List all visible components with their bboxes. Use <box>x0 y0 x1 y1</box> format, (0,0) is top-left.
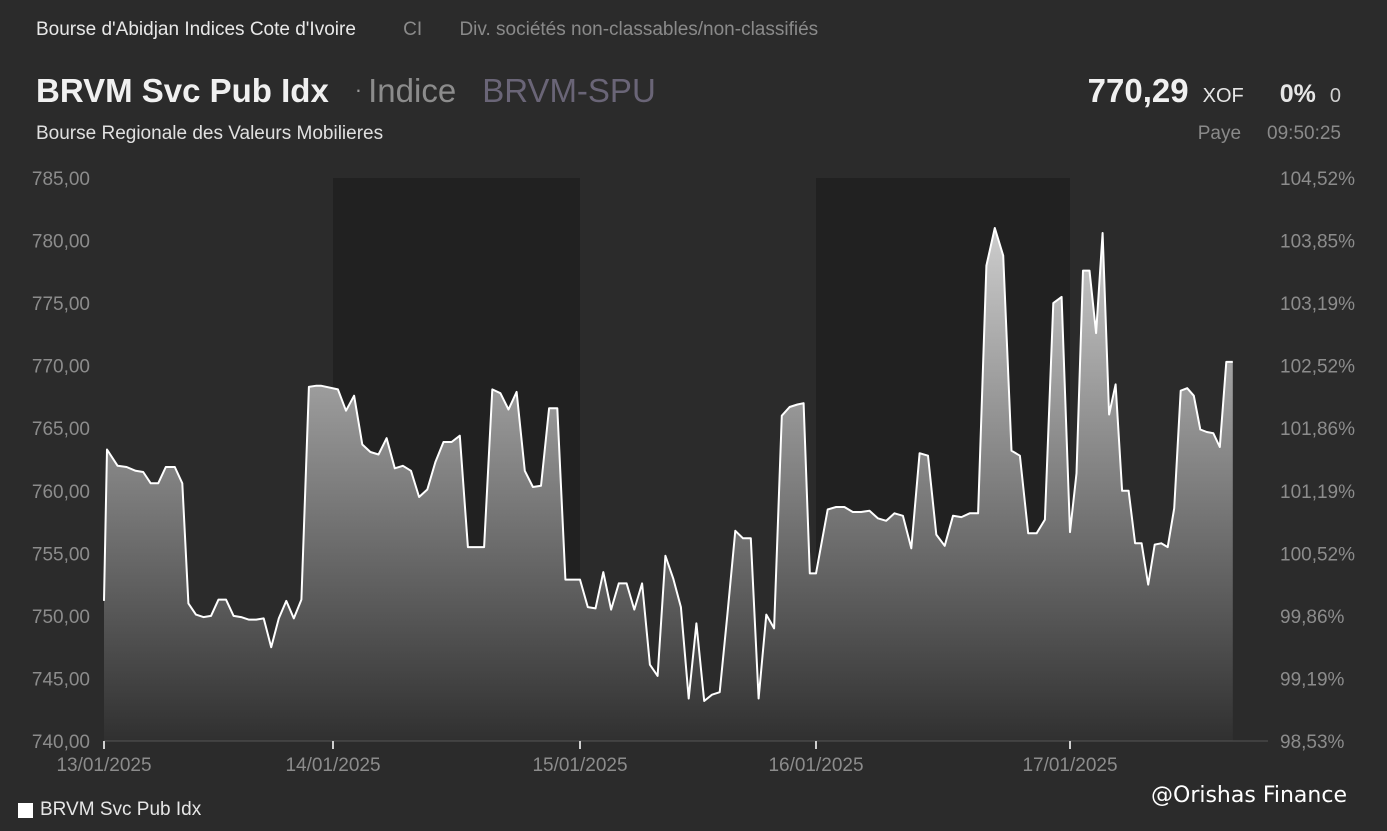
y-axis-left-labels: 785,00 780,00 775,00 770,00 765,00 760,00 755,… <box>32 169 90 753</box>
instrument-name: BRVM Svc Pub Idx <box>36 72 329 109</box>
legend-swatch <box>18 802 33 818</box>
y-tick-label: 765,00 <box>32 419 90 440</box>
y-tick-label: 770,00 <box>32 357 90 378</box>
y2-tick-label: 102,52% <box>1280 357 1355 378</box>
chart-legend[interactable]: BRVM Svc Pub Idx <box>18 799 201 821</box>
y-axis-right-labels: 104,52% 103,85% 103,19% 102,52% 101,86% 101,1… <box>1280 169 1355 753</box>
quote-status: Paye 09:50:25 <box>1198 123 1341 145</box>
legend-label: BRVM Svc Pub Idx <box>40 799 202 820</box>
y-tick-label: 775,00 <box>32 294 90 315</box>
y2-tick-label: 103,85% <box>1280 232 1355 253</box>
x-tick-label: 15/01/2025 <box>532 755 627 776</box>
y-tick-label: 750,00 <box>32 607 90 628</box>
title-separator: · <box>354 77 363 102</box>
y2-tick-label: 104,52% <box>1280 169 1355 190</box>
last-price: 770,29 <box>1087 72 1189 109</box>
quote-time: 09:50:25 <box>1267 123 1341 144</box>
x-tick-label: 13/01/2025 <box>56 755 151 776</box>
y-tick-label: 745,00 <box>32 669 90 690</box>
y2-tick-label: 99,19% <box>1280 669 1345 690</box>
x-tick-label: 16/01/2025 <box>768 755 863 776</box>
change-absolute: 0 <box>1329 85 1341 107</box>
market-status: Paye <box>1197 123 1242 144</box>
series-line-layer <box>103 227 1233 702</box>
y2-tick-label: 101,86% <box>1280 419 1355 440</box>
sector-name: Div. sociétés non-classables/non-classif… <box>459 19 819 40</box>
y-tick-label: 785,00 <box>32 169 90 190</box>
x-tick-label: 17/01/2025 <box>1022 755 1117 776</box>
instrument-type: Indice <box>368 72 457 109</box>
y2-tick-label: 98,53% <box>1280 732 1345 753</box>
exchange-name: Bourse d'Abidjan Indices Cote d'Ivoire <box>36 19 356 40</box>
instrument-title: BRVM Svc Pub Idx · Indice BRVM-SPU <box>36 72 656 110</box>
y2-tick-label: 103,19% <box>1280 294 1355 315</box>
market-name: Bourse Regionale des Valeurs Mobilieres <box>36 123 384 144</box>
instrument-ticker: BRVM-SPU <box>482 72 656 109</box>
change-percent: 0% <box>1279 80 1316 108</box>
country-code: CI <box>403 19 423 40</box>
y-tick-label: 780,00 <box>32 232 90 253</box>
y2-tick-label: 99,86% <box>1280 607 1345 628</box>
quote-panel: 770,29 XOF 0% 0 <box>1088 72 1341 110</box>
y2-tick-label: 101,19% <box>1280 482 1355 503</box>
series-area <box>104 228 1233 741</box>
series-line[interactable] <box>103 227 1233 702</box>
y-tick-label: 740,00 <box>32 732 90 753</box>
watermark: @Orishas Finance <box>1151 783 1347 808</box>
price-currency: XOF <box>1202 85 1244 107</box>
x-tick-label: 14/01/2025 <box>285 755 380 776</box>
y-tick-label: 755,00 <box>32 544 90 565</box>
y2-tick-label: 100,52% <box>1280 544 1355 565</box>
series-area-layer <box>104 228 1233 741</box>
instrument-context: Bourse d'Abidjan Indices Cote d'Ivoire C… <box>36 19 818 41</box>
y-tick-label: 760,00 <box>32 482 90 503</box>
x-axis-labels: 13/01/2025 14/01/2025 15/01/2025 16/01/2025… <box>56 741 1118 776</box>
